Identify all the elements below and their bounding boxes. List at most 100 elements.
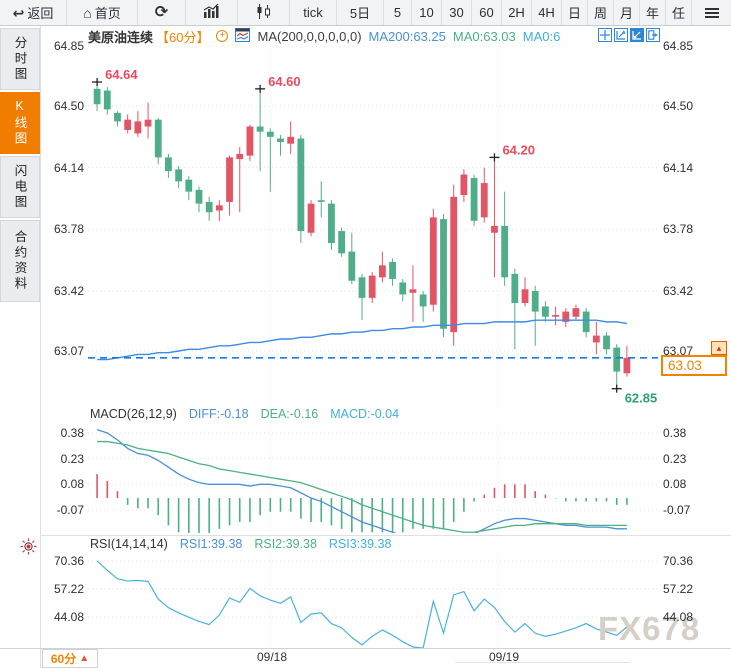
candle-mode-button[interactable]	[238, 0, 290, 25]
bar-chart-mode-button[interactable]	[186, 0, 238, 25]
interval-60m[interactable]: 60	[472, 0, 502, 25]
macd-hist-bar	[381, 498, 384, 533]
axis-label: -0.07	[56, 503, 84, 517]
x-axis-date-0919: 09/19	[488, 650, 520, 664]
price-alert-icon[interactable]: ▴	[711, 341, 727, 355]
rsi-chart-canvas[interactable]	[88, 553, 658, 649]
indicator-settings-icon[interactable]	[235, 27, 251, 45]
macd-title: MACD(26,12,9)	[90, 407, 177, 421]
macd-hist-bar	[361, 498, 363, 533]
home-label: 首页	[94, 6, 121, 21]
candle-body	[348, 251, 356, 281]
back-icon: ↩	[12, 4, 25, 21]
macd-hist-bar	[605, 498, 608, 502]
candle-body	[368, 275, 376, 298]
macd-hist-bar	[544, 494, 547, 499]
candle-body	[103, 90, 111, 110]
macd-hist-bar	[167, 498, 170, 526]
interval-30m[interactable]: 30	[442, 0, 472, 25]
x-axis-date-0918: 09/18	[256, 650, 288, 664]
candle-body	[582, 311, 590, 333]
sidebar-tab-contract-info[interactable]: 合约资料	[0, 220, 40, 302]
axis-label: 63.07	[53, 344, 84, 358]
candlestick-chart-canvas[interactable]: 64.64 64.60 64.20 62.85	[88, 46, 658, 408]
axis-label: 63.78	[53, 222, 84, 237]
candle-body	[521, 289, 529, 304]
macd-hist-bar	[534, 491, 537, 499]
interval-2h[interactable]: 2H	[502, 0, 532, 25]
candle-body	[114, 112, 121, 122]
sidebar-divider	[40, 26, 41, 668]
interval-10m[interactable]: 10	[412, 0, 442, 25]
candle-body	[552, 315, 559, 317]
sidebar-tab-kline[interactable]: K线图	[0, 92, 40, 154]
sidebar-tab-lightning[interactable]: 闪电图	[0, 156, 40, 218]
back-button[interactable]: ↩ 返回	[0, 0, 67, 25]
menu-button[interactable]	[692, 0, 731, 25]
candle-body	[480, 183, 488, 218]
macd-hist-bar	[503, 484, 506, 499]
axis-label: 44.08	[53, 610, 84, 624]
interval-4h[interactable]: 4H	[532, 0, 562, 25]
candle-body	[378, 265, 386, 278]
interval-5d[interactable]: 5日	[337, 0, 384, 25]
candle-body	[501, 225, 509, 278]
refresh-button[interactable]: ⟳	[138, 0, 186, 25]
interval-day[interactable]: 日	[562, 0, 588, 25]
macd-hist-bar	[432, 498, 435, 529]
interval-5m[interactable]: 5	[384, 0, 412, 25]
macd-hist-bar	[96, 474, 98, 499]
up-triangle-icon: ▲	[79, 653, 90, 664]
price-annotation: 62.85	[625, 391, 658, 406]
candle-body	[226, 157, 233, 202]
rsi-header: RSI(14,14,14) RSI1:39.38 RSI2:39.38 RSI3…	[90, 537, 391, 551]
macd-hist-bar	[585, 498, 587, 502]
exit-right-icon[interactable]	[646, 28, 660, 42]
candle-body	[511, 273, 519, 304]
timeframe-selector[interactable]: 60分 ▲	[42, 649, 98, 668]
macd-hist-bar	[463, 498, 465, 512]
pan-icon[interactable]	[598, 28, 612, 42]
interval-year[interactable]: 年	[640, 0, 666, 25]
macd-hist-bar	[300, 498, 302, 519]
candle-body	[592, 335, 600, 343]
sidebar-tab-timeshare[interactable]: 分时图	[0, 28, 40, 90]
axis-label: 64.50	[663, 98, 694, 113]
candle-body	[460, 174, 468, 196]
rsi1-value: RSI1:39.38	[179, 537, 243, 551]
candle-body	[562, 311, 570, 322]
axis-label: 63.42	[53, 284, 84, 299]
macd-hist-bar	[371, 498, 373, 533]
candle-body	[185, 179, 193, 192]
candle-body	[440, 219, 447, 329]
candle-body	[277, 138, 284, 142]
candle-body	[429, 217, 437, 305]
home-button[interactable]: ⌂ 首页	[67, 0, 138, 25]
macd-hist-bar	[626, 498, 628, 505]
candle-body	[165, 157, 172, 172]
interval-tick[interactable]: tick	[290, 0, 337, 25]
axis-label: 0.08	[60, 477, 84, 492]
macd-hist-bar	[401, 498, 404, 533]
macd-chart-canvas[interactable]	[88, 422, 658, 533]
macd-hist-bar	[137, 498, 139, 509]
macd-hist-bar	[514, 484, 516, 499]
macd-hist-bar	[289, 498, 292, 512]
interval-custom[interactable]: 任	[666, 0, 692, 25]
zoom-in-icon[interactable]	[630, 28, 644, 42]
candle-body	[358, 277, 366, 298]
alert-sun-icon[interactable]	[20, 538, 37, 560]
interval-month[interactable]: 月	[614, 0, 640, 25]
zoom-out-icon[interactable]	[614, 28, 628, 42]
macd-hist-bar	[351, 498, 353, 533]
candle-body	[175, 169, 183, 182]
axis-label: 0.08	[663, 477, 687, 492]
macd-hist-bar	[452, 498, 455, 522]
current-price-box: 63.03	[661, 355, 727, 376]
x-axis-scroll-indicator[interactable]	[455, 662, 630, 663]
macd-hist-bar	[177, 498, 180, 533]
interval-week[interactable]: 周	[588, 0, 614, 25]
add-indicator-icon[interactable]: +	[216, 30, 229, 42]
macd-hist-bar	[483, 494, 486, 499]
